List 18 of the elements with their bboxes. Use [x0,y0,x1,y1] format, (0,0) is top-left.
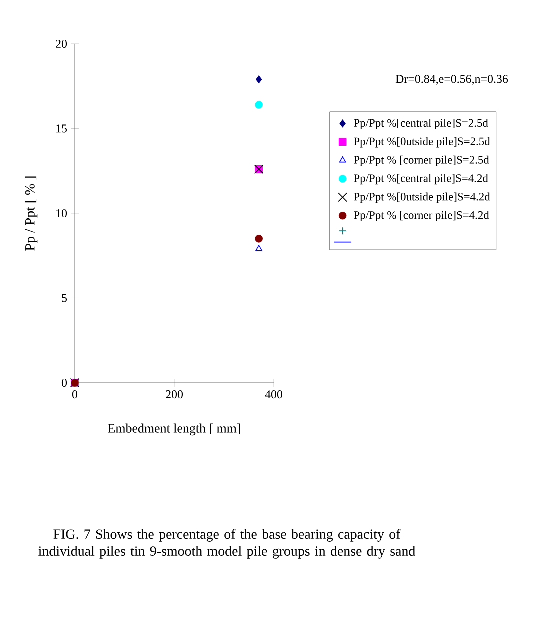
legend-label: Pp/Ppt % [corner pile]S=2.5d [354,156,490,166]
legend-label: Pp/Ppt %[central pile]S=4.2d [354,174,488,185]
y-axis-title: Pp / Ppt [ % ] [24,176,38,251]
legend-label: Pp/Ppt % [corner pile]S=4.2d [354,211,490,222]
text: Dr=0.84,e=0.56,n=0.36 [396,75,508,85]
y-tick-label: 15 [56,124,68,133]
x-tick-label: 400 [265,390,282,399]
x-axis-title: Embedment length [ mm] [108,424,240,436]
y-tick-label: 0 [62,378,68,388]
legend-label: Pp/Ppt %[0utside pile]S=2.5d [354,137,490,148]
legend-label: Pp/Ppt %[central pile]S=2.5d [354,118,488,130]
caption: FIG. 7 Shows the percentage of the base bearing capacity of individual piles tin 9-smooth model pile groups in dense dry sand [38,529,416,559]
x-tick-label: 0 [72,390,78,399]
legend-label: Pp/Ppt %[0utside pile]S=4.2d [354,192,490,204]
y-tick-label: 10 [56,209,68,218]
y-tick-label: 20 [56,40,68,48]
x-tick-label: 200 [166,390,184,399]
y-tick-label: 5 [62,294,68,302]
